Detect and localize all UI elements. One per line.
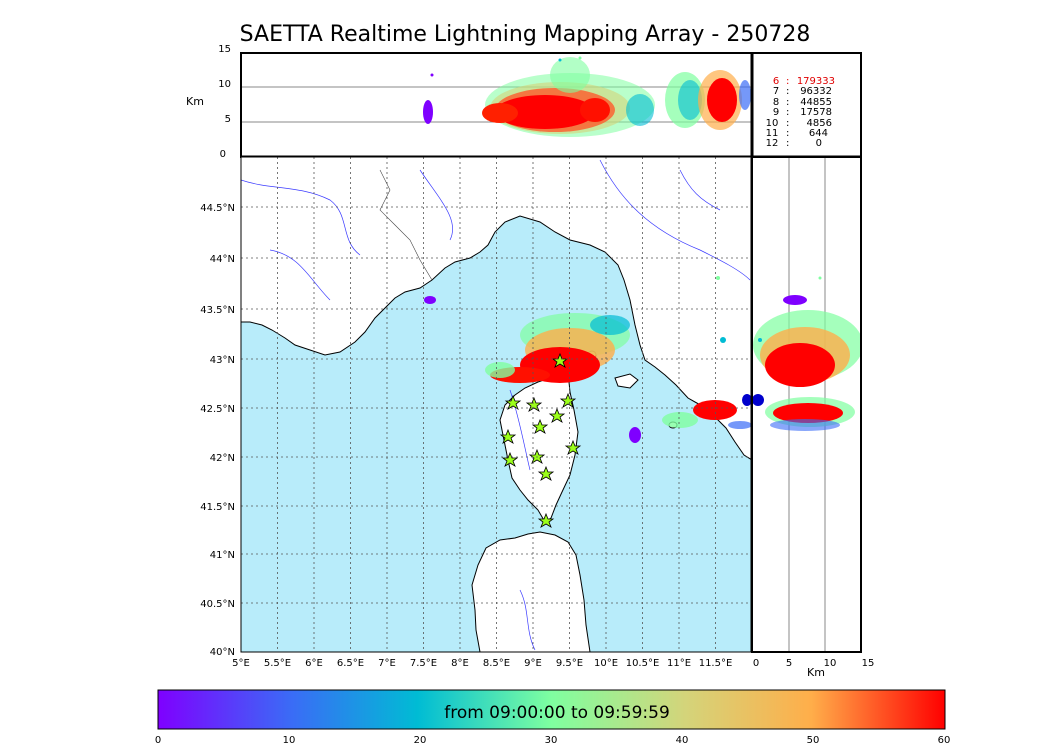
lon-tick: 10°E (594, 658, 618, 669)
colorbar-fill (157, 689, 946, 730)
svg-text:12: 12 (766, 138, 779, 149)
lon-tick: 9°E (524, 658, 542, 669)
altitude-source-cloud (423, 56, 751, 137)
lon-tick: 11°E (667, 658, 691, 669)
lon-tick: 7°E (378, 658, 396, 669)
altitude-tick: 5 (225, 114, 231, 125)
lon-tick: 5.5°E (264, 658, 291, 669)
right-altitude-tick: 10 (824, 658, 837, 669)
lon-tick: 8°E (451, 658, 469, 669)
graticule (241, 157, 752, 652)
svg-text:17578: 17578 (800, 107, 832, 118)
right-altitude-axis-label: Km (807, 666, 825, 679)
svg-text:179333: 179333 (797, 76, 835, 87)
colorbar-tick: 20 (414, 735, 427, 746)
lon-tick: 6°E (305, 658, 323, 669)
right-altitude-tick: 0 (753, 658, 759, 669)
svg-text:6: 6 (773, 76, 779, 87)
svg-text:0: 0 (816, 138, 822, 149)
station-star (537, 512, 555, 528)
lma-stations (499, 352, 582, 528)
lat-tick: 44°N (210, 254, 235, 265)
stat-row: 6:179333 (773, 76, 835, 87)
svg-text::: : (786, 97, 789, 108)
lat-tick: 40°N (210, 647, 235, 658)
altitude-axis-label: Km (186, 95, 204, 108)
svg-text::: : (786, 76, 789, 87)
altitude-source-cloud (752, 276, 861, 431)
stat-row: 8:44855 (773, 97, 832, 108)
lon-tick: 6.5°E (337, 658, 364, 669)
lat-tick: 43°N (210, 355, 235, 366)
lon-tick: 10.5°E (626, 658, 660, 669)
station-star (559, 392, 577, 408)
lat-tick: 42°N (210, 453, 235, 464)
colorbar-tick: 0 (155, 735, 161, 746)
chart-title: SAETTA Realtime Lightning Mapping Array … (239, 22, 811, 47)
station-star (501, 451, 519, 467)
svg-text::: : (786, 138, 789, 149)
altitude-tick: 10 (218, 79, 231, 90)
station-star (551, 352, 569, 368)
svg-text:8: 8 (773, 97, 779, 108)
lightning-sources (424, 276, 752, 443)
svg-text:4856: 4856 (807, 118, 832, 129)
svg-text::: : (786, 86, 789, 97)
time-colorbar: from 09:00:00 to 09:59:59 0 10 20 30 40 … (155, 689, 951, 746)
lat-tick: 44.5°N (200, 203, 235, 214)
svg-text:96332: 96332 (800, 86, 832, 97)
svg-text::: : (786, 107, 789, 118)
stat-row: 11: 644 (766, 128, 828, 139)
svg-text::: : (786, 128, 789, 139)
colorbar-tick: 30 (545, 735, 558, 746)
station-count-stats: 6:179333 7:96332 8:44855 9:17578 10:4856… (766, 76, 835, 149)
lon-tick: 8.5°E (483, 658, 510, 669)
right-altitude-tick: 15 (862, 658, 875, 669)
altitude-tick: 15 (218, 44, 231, 55)
station-star (528, 448, 546, 464)
svg-text:10: 10 (766, 118, 779, 129)
station-star (537, 465, 555, 481)
svg-text:644: 644 (809, 128, 828, 139)
lat-tick: 41.5°N (200, 502, 235, 513)
station-star (564, 439, 582, 455)
stat-row: 10: 4856 (766, 118, 832, 129)
stat-row: 7:96332 (773, 86, 832, 97)
station-star (499, 428, 517, 444)
colorbar-tick: 60 (938, 735, 951, 746)
colorbar-tick: 40 (676, 735, 689, 746)
lon-tick: 11.5°E (699, 658, 733, 669)
latitude-altitude-panel: 0 5 10 15 Km (751, 156, 875, 679)
altitude-tick: 0 (220, 149, 226, 160)
station-star (504, 394, 522, 410)
lat-tick: 43.5°N (200, 305, 235, 316)
right-altitude-tick: 5 (786, 658, 792, 669)
svg-text:9: 9 (773, 107, 779, 118)
sardinia-island (471, 531, 591, 652)
elba-island (614, 373, 639, 389)
station-star (531, 418, 549, 434)
lat-tick: 42.5°N (200, 404, 235, 415)
lon-tick: 7.5°E (410, 658, 437, 669)
lat-tick: 40.5°N (200, 599, 235, 610)
stat-row: 9:17578 (773, 107, 832, 118)
lon-tick: 9.5°E (556, 658, 583, 669)
svg-text:11: 11 (766, 128, 779, 139)
lat-tick: 41°N (210, 550, 235, 561)
colorbar-tick: 10 (283, 735, 296, 746)
svg-text:7: 7 (773, 86, 779, 97)
svg-text:44855: 44855 (800, 97, 832, 108)
corsica-island (499, 356, 579, 523)
svg-text::: : (786, 118, 789, 129)
mainland-coast (241, 157, 752, 461)
borders (379, 169, 433, 281)
station-star (548, 407, 566, 423)
colorbar-tick: 50 (807, 735, 820, 746)
stat-row: 12: 0 (766, 138, 822, 149)
lon-tick: 5°E (232, 658, 250, 669)
lightning-map: 40°N 40.5°N 41°N 41.5°N 42°N 42.5°N 43°N… (200, 156, 754, 669)
colorbar-label: from 09:00:00 to 09:59:59 (444, 703, 670, 723)
altitude-longitude-panel: 15 10 5 0 Km (186, 44, 862, 160)
